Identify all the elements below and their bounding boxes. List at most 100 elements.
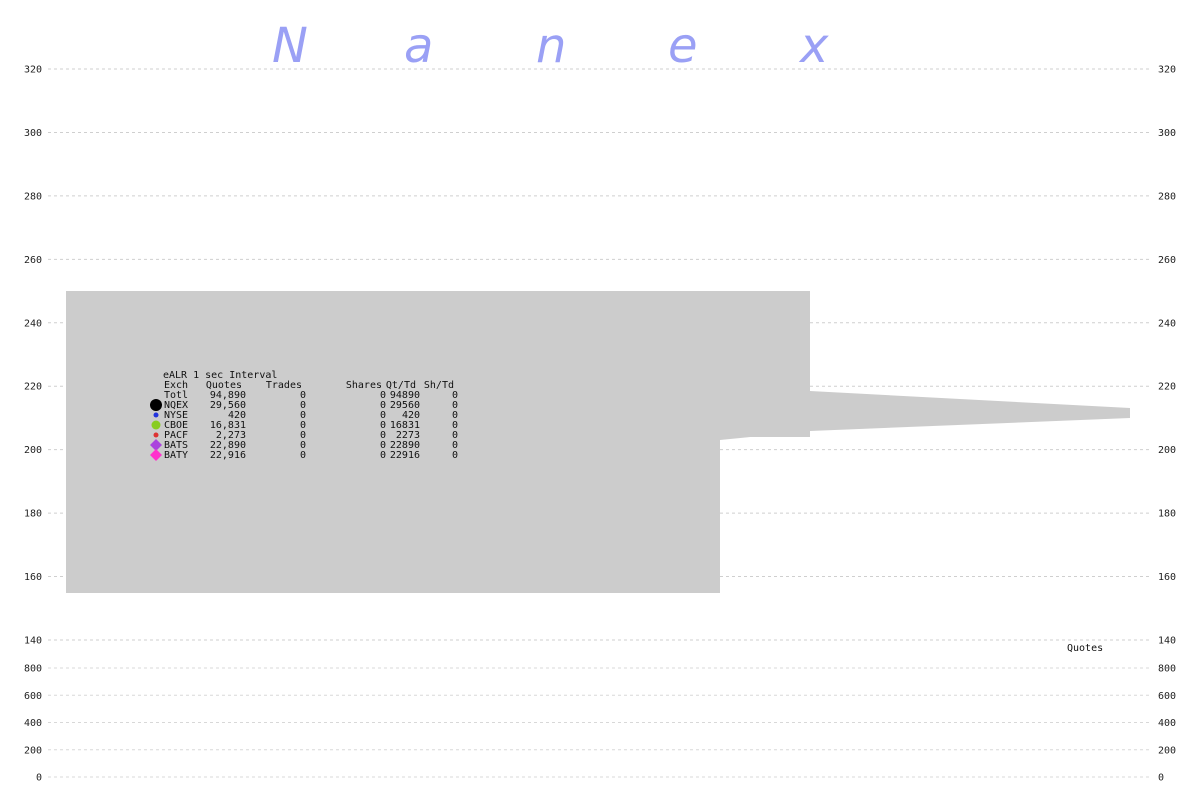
legend-cell: 0 [300,410,306,421]
watermark-letter: x [798,18,829,74]
legend-cell: 0 [452,440,458,451]
legend-cell: 0 [452,400,458,411]
legend-cell: 0 [452,420,458,431]
grid-lines [48,68,1150,778]
watermark-letter: a [404,18,433,74]
legend-column-header: Shares [346,380,382,391]
bar-tick-label-right: 600 [1158,691,1176,702]
y-tick-label-left: 260 [24,255,42,266]
y-tick-label-left: 160 [24,572,42,583]
y-tick-label-right: 260 [1158,255,1176,266]
legend-cell: 22916 [390,450,420,461]
legend-cell: 0 [452,390,458,401]
legend-cell: NQEX [164,400,188,411]
y-tick-label-right: 180 [1158,509,1176,520]
legend-cell: 0 [380,440,386,451]
legend-cell: 94,890 [210,390,246,401]
y-tick-label-left: 320 [24,65,42,76]
bar-tick-label-left: 200 [24,745,42,756]
y-tick-label-right: 160 [1158,572,1176,583]
bar-tick-label-right: 400 [1158,718,1176,729]
legend-cell: 0 [300,450,306,461]
legend-cell: PACF [164,430,188,441]
legend-cell: 0 [380,420,386,431]
legend-cell: 2273 [396,430,420,441]
bar-tick-label-right: 800 [1158,664,1176,675]
y-tick-label-right: 240 [1158,318,1176,329]
legend-cell: BATY [164,450,188,461]
legend-cell: 0 [300,430,306,441]
legend-cell: NYSE [164,410,188,421]
legend-marker [150,449,162,461]
legend-cell: 29560 [390,400,420,411]
legend-cell: BATS [164,440,188,451]
watermark-letter: n [536,18,566,74]
y-tick-label-right: 280 [1158,191,1176,202]
bar-tick-label-left: 800 [24,664,42,675]
y-tick-label-right: 300 [1158,128,1176,139]
y-tick-label-left: 220 [24,382,42,393]
legend-cell: 0 [452,450,458,461]
legend-marker [151,420,161,430]
legend-cell: 0 [300,400,306,411]
legend-cell: 0 [380,430,386,441]
y-tick-label-right: 320 [1158,65,1176,76]
bar-tick-label-right: 200 [1158,745,1176,756]
y-tick-label-left: 180 [24,509,42,520]
legend-cell: 22890 [390,440,420,451]
legend-cell: 0 [380,410,386,421]
y-tick-label-left: 300 [24,128,42,139]
legend-cell: 22,890 [210,440,246,451]
legend-cell: 0 [380,400,386,411]
watermark-letter: e [668,18,698,74]
watermark-letter: N [272,18,308,74]
y-axis-right: 140 160 180 200 220 240 260 280 300 320 0 200 400 600… [1158,65,1176,784]
bar-tick-label-left: 400 [24,718,42,729]
legend-column-header: Qt/Td [386,380,416,391]
bar-tick-label-left: 600 [24,691,42,702]
legend-cell: 420 [228,410,246,421]
y-axis-left: 140 160 180 200 220 240 260 280 300 320 0 200 400 600… [24,65,42,784]
legend-cell: 0 [380,450,386,461]
bar-tick-label-left: 0 [36,773,42,784]
bar-tick-label-right: 0 [1158,773,1164,784]
y-tick-label-right: 220 [1158,382,1176,393]
legend-cell: 16831 [390,420,420,431]
legend-marker [150,399,162,411]
legend-cell: 420 [402,410,420,421]
legend-marker [153,412,159,418]
y-tick-label-left: 280 [24,191,42,202]
y-tick-label-left: 200 [24,445,42,456]
legend-panel [66,291,720,593]
legend-title: eALR 1 sec Interval [163,370,277,381]
legend-cell: 0 [452,430,458,441]
legend-cell: 22,916 [210,450,246,461]
legend-cell: Totl [164,390,188,401]
legend-pointer [720,391,1130,440]
legend-cell: 0 [300,390,306,401]
legend-marker [150,439,162,451]
legend-column-header: Trades [266,380,302,391]
legend-cell: 29,560 [210,400,246,411]
legend-marker [153,432,159,438]
legend-cell: 94890 [390,390,420,401]
legend-panel-top [720,291,810,437]
y-tick-label-right: 200 [1158,445,1176,456]
legend-column-header: Exch [164,380,188,391]
legend-cell: 16,831 [210,420,246,431]
legend-column-header: Quotes [206,380,242,391]
legend-cell: 0 [380,390,386,401]
legend-cell: 0 [452,410,458,421]
legend-overlay [66,291,1130,593]
legend-cell: 0 [300,440,306,451]
y-tick-label-left: 140 [24,636,42,647]
legend-cell: CBOE [164,420,188,431]
legend-column-header: Sh/Td [424,380,454,391]
legend-cell: 0 [300,420,306,431]
y-tick-label-right: 140 [1158,636,1176,647]
quotes-label: Quotes [1067,643,1103,654]
legend-cell: 2,273 [216,430,246,441]
